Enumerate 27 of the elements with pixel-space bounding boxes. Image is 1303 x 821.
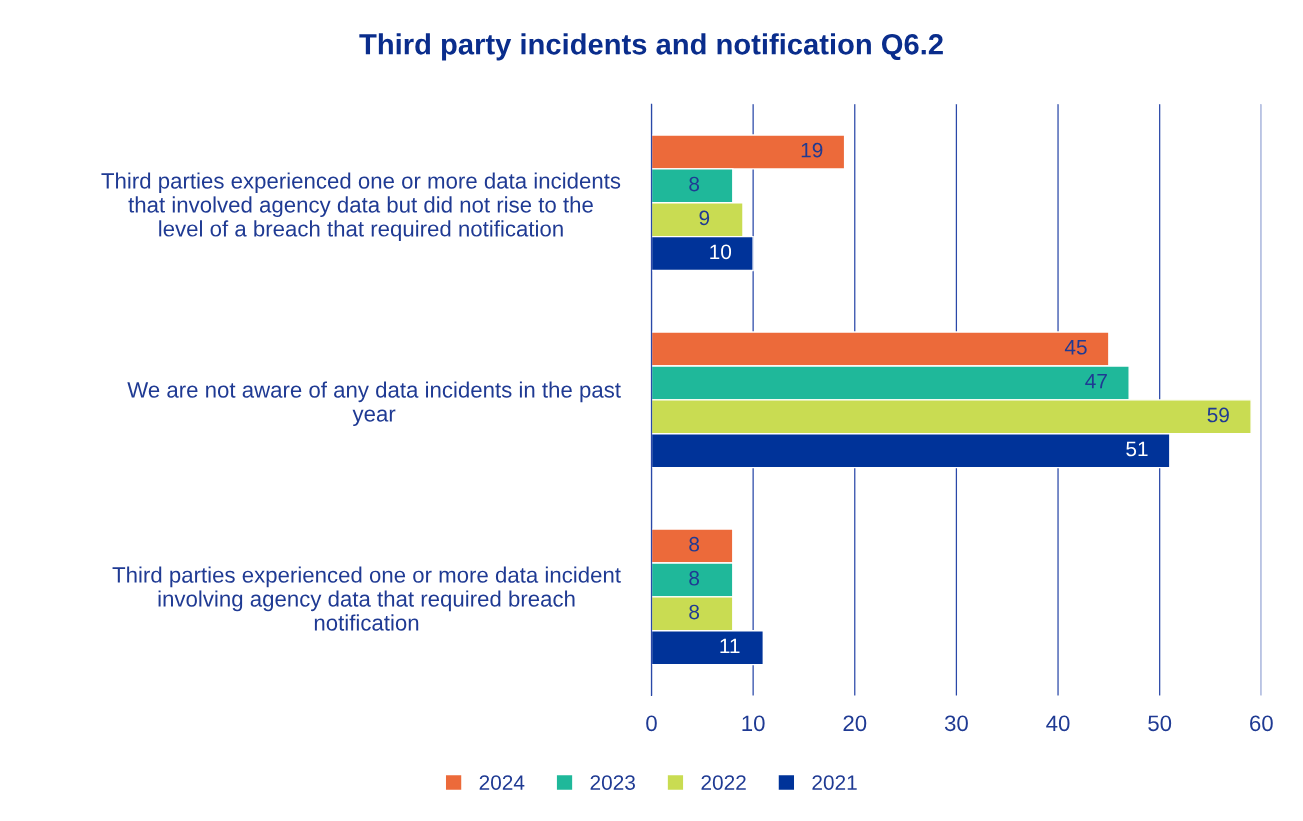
x-tick-label: 40	[1046, 715, 1070, 732]
data-label: 11	[720, 638, 740, 654]
x-tick-label: 20	[843, 715, 867, 732]
x-tick-label: 0	[646, 715, 657, 732]
x-tick-label: 60	[1250, 715, 1273, 732]
legend-label: 2021	[812, 775, 857, 790]
y-tick-label: Third parties experienced one or more data incident involving agency data that required breach notification	[112, 566, 621, 631]
data-label: 19	[801, 142, 823, 158]
data-label: 8	[689, 176, 700, 192]
chart-title: Third party incidents and notification Q6.2	[359, 33, 943, 61]
data-label: 8	[689, 604, 700, 620]
data-label: 45	[1064, 340, 1087, 355]
legend-label: 2022	[701, 775, 746, 790]
x-tick-label: 50	[1148, 715, 1172, 732]
y-tick-label: Third parties experienced one or more data incidents that involved agency data but did not rise to the level of a breach that required notification	[101, 172, 621, 241]
data-label: 51	[1126, 441, 1148, 457]
data-label: 47	[1085, 373, 1107, 389]
y-tick-label: We are not aware of any data incidents in the past year	[127, 381, 621, 427]
legend-label: 2024	[479, 775, 525, 790]
x-tick-label: 10	[742, 715, 765, 732]
data-label: 8	[689, 536, 700, 552]
x-tick-label: 30	[944, 715, 968, 732]
data-label: 10	[710, 244, 732, 260]
data-label: 8	[689, 570, 700, 586]
data-label: 59	[1207, 407, 1229, 423]
data-label: 9	[699, 210, 710, 226]
legend-label: 2023	[590, 775, 635, 790]
